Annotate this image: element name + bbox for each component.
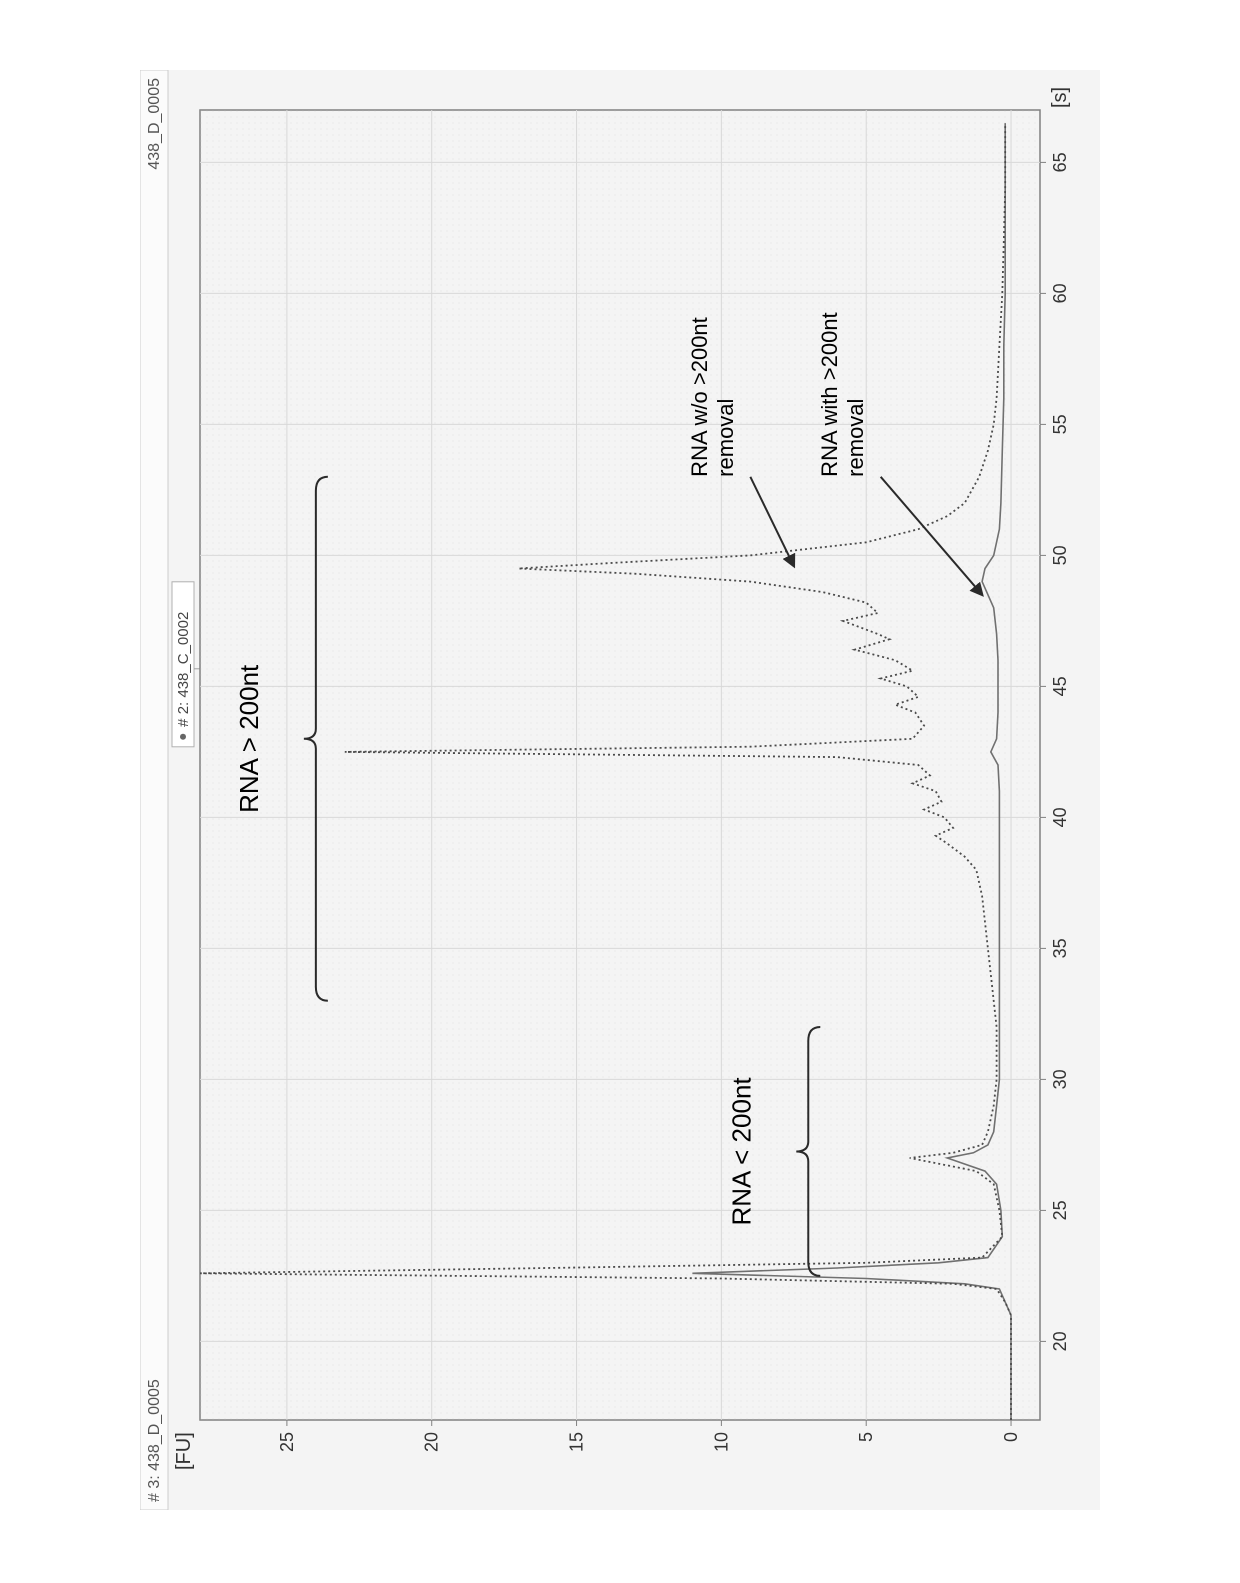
header-bar: [140, 70, 168, 1510]
x-tick-label: 50: [1050, 545, 1070, 565]
x-tick-label: 20: [1050, 1331, 1070, 1351]
annotation-text: RNA with >200nt: [817, 312, 842, 476]
x-tick-label: 30: [1050, 1069, 1070, 1089]
x-tick-label: 55: [1050, 414, 1070, 434]
bracket-label: RNA < 200nt: [726, 1077, 756, 1226]
legend-dot-icon: [180, 734, 186, 740]
y-tick-label: 25: [277, 1432, 297, 1452]
x-tick-label: 60: [1050, 283, 1070, 303]
y-tick-label: 0: [1001, 1432, 1021, 1442]
x-tick-label: 25: [1050, 1200, 1070, 1220]
x-axis-label: [s]: [1049, 87, 1071, 108]
header-left-label: # 3: 438_D_0005: [146, 1379, 163, 1502]
y-tick-label: 5: [856, 1432, 876, 1442]
x-tick-label: 45: [1050, 676, 1070, 696]
x-tick-label: 65: [1050, 152, 1070, 172]
chart-panel: # 3: 438_D_0005438_D_0005# 2: 438_C_0002…: [0, 310, 1240, 1270]
annotation-text: removal: [843, 399, 868, 477]
chart-svg: # 3: 438_D_0005 438_D_0005 # 2: 438_C_0002…: [140, 70, 1100, 1510]
annotation-text: RNA w/o >200nt: [687, 317, 712, 477]
legend-tab-label: # 2: 438_C_0002: [175, 612, 192, 727]
x-tick-label: 35: [1050, 938, 1070, 958]
y-axis-label: [FU]: [173, 1432, 195, 1470]
annotation-text: removal: [713, 399, 738, 477]
x-tick-label: 40: [1050, 807, 1070, 827]
bracket-label: RNA > 200nt: [234, 664, 264, 813]
y-tick-label: 10: [711, 1432, 731, 1452]
page-root: FIGURE 1 # 3: 438_D_0005438_D_0005# 2: 4…: [0, 0, 1240, 1583]
header-right-label: 438_D_0005: [146, 78, 163, 170]
y-tick-label: 15: [567, 1432, 587, 1452]
y-tick-label: 20: [422, 1432, 442, 1452]
